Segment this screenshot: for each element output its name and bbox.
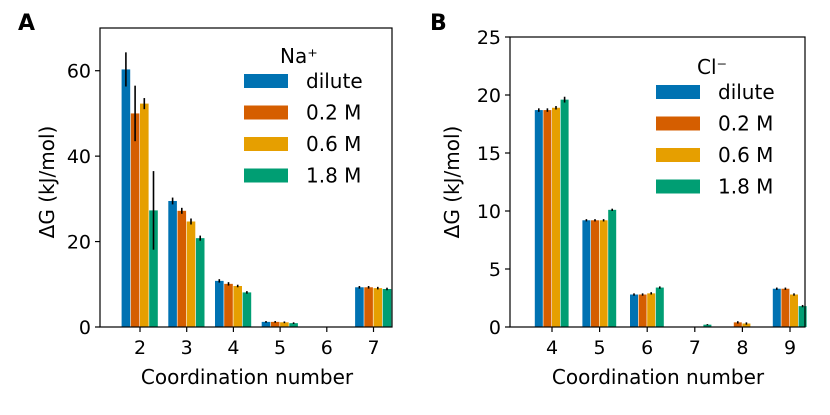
x-axis-label: Coordination number <box>552 365 765 389</box>
legend-label: dilute <box>306 69 363 93</box>
x-tick-label: 8 <box>736 337 748 359</box>
legend-swatch <box>656 179 700 194</box>
bar-02-M-4 <box>224 283 233 327</box>
axes-frame <box>509 36 806 328</box>
bar-18-M-2 <box>149 210 158 327</box>
x-tick-label: 7 <box>689 337 701 359</box>
bar-02-M-8 <box>733 322 742 327</box>
y-axis-label: ΔG (kJ/mol) <box>35 126 59 239</box>
bar-06-M-7 <box>373 288 383 327</box>
bar-06-M-5 <box>599 220 608 327</box>
legend-swatch <box>656 85 700 99</box>
bar-06-M-3 <box>186 221 196 327</box>
legend-swatch <box>656 148 700 162</box>
legend-title: Na⁺ <box>280 44 318 68</box>
y-tick-label: 40 <box>67 146 91 168</box>
bar-02-M-7 <box>364 287 373 327</box>
bar-18-M-5 <box>289 323 298 327</box>
bar-06-M-4 <box>233 285 242 327</box>
chart-panel-a: A ΔG (kJ/mol) Coordination number Na⁺ 0 2… <box>18 11 393 389</box>
y-tick-label: 10 <box>477 201 501 223</box>
x-tick-label: 2 <box>134 337 146 359</box>
bar-dilute-4 <box>534 110 543 327</box>
bar-18-M-4 <box>242 292 252 327</box>
bar-dilute-5 <box>582 220 591 327</box>
y-tick-label: 20 <box>477 85 501 107</box>
bar-18-M-3 <box>195 238 205 327</box>
bar-dilute-9 <box>772 288 781 327</box>
chart-panel-b: B ΔG (kJ/mol) Coordination number Cl⁻ 0 5… <box>430 11 807 389</box>
legend-swatch <box>656 116 700 131</box>
bar-02-M-4 <box>543 110 552 327</box>
bar-dilute-4 <box>215 280 224 327</box>
legend-swatch <box>244 137 288 151</box>
legend-title: Cl⁻ <box>697 55 727 79</box>
bar-06-M-9 <box>790 294 798 327</box>
legend-label: 1.8 M <box>718 175 773 199</box>
bar-06-M-4 <box>552 107 560 327</box>
bar-18-M-4 <box>560 99 569 327</box>
bar-dilute-7 <box>355 287 364 327</box>
legend-label: 0.2 M <box>718 112 773 136</box>
legend-label: 0.6 M <box>718 143 773 167</box>
bar-dilute-3 <box>168 200 177 327</box>
axes-frame <box>99 27 393 328</box>
bar-06-M-2 <box>140 103 149 328</box>
x-axis-label: Coordination number <box>141 365 354 389</box>
bar-02-M-5 <box>591 220 599 327</box>
legend-swatch <box>244 74 288 88</box>
bar-06-M-6 <box>647 293 656 327</box>
bar-06-M-8 <box>742 323 751 327</box>
y-tick-label: 20 <box>67 232 91 254</box>
legend-swatch <box>244 105 288 120</box>
bar-18-M-7 <box>703 324 712 327</box>
bar-18-M-6 <box>655 287 664 327</box>
bar-06-M-5 <box>280 322 289 327</box>
legend-swatch <box>244 168 288 183</box>
x-tick-label: 5 <box>594 337 606 359</box>
bar-dilute-6 <box>630 294 638 327</box>
x-tick-label: 4 <box>227 337 239 359</box>
bar-18-M-5 <box>608 209 617 327</box>
y-tick-label: 0 <box>79 317 91 339</box>
bar-02-M-2 <box>130 113 140 327</box>
legend-label: dilute <box>718 80 775 104</box>
y-axis-label: ΔG (kJ/mol) <box>440 126 464 239</box>
y-tick-label: 25 <box>477 27 501 49</box>
y-tick-label: 60 <box>67 61 91 83</box>
x-tick-label: 5 <box>274 337 286 359</box>
y-tick-label: 0 <box>489 317 501 339</box>
legend-label: 0.2 M <box>306 101 361 125</box>
x-tick-label: 9 <box>784 337 796 359</box>
x-tick-label: 6 <box>641 337 653 359</box>
bar-18-M-9 <box>798 306 807 327</box>
bar-dilute-2 <box>121 69 131 327</box>
bar-02-M-6 <box>638 294 647 327</box>
legend-label: 0.6 M <box>306 132 361 156</box>
legend-label: 1.8 M <box>306 164 361 188</box>
bar-02-M-9 <box>781 288 790 327</box>
bar-dilute-5 <box>261 321 271 327</box>
y-tick-label: 5 <box>489 259 501 281</box>
panel-label: A <box>18 11 35 36</box>
x-tick-label: 4 <box>546 337 558 359</box>
bar-02-M-5 <box>270 321 280 327</box>
x-tick-label: 3 <box>181 337 193 359</box>
bar-02-M-3 <box>177 210 187 327</box>
panel-label: B <box>430 11 447 36</box>
y-tick-label: 15 <box>477 143 501 165</box>
bar-18-M-7 <box>382 288 392 327</box>
x-tick-label: 6 <box>321 337 333 359</box>
x-tick-label: 7 <box>367 337 379 359</box>
